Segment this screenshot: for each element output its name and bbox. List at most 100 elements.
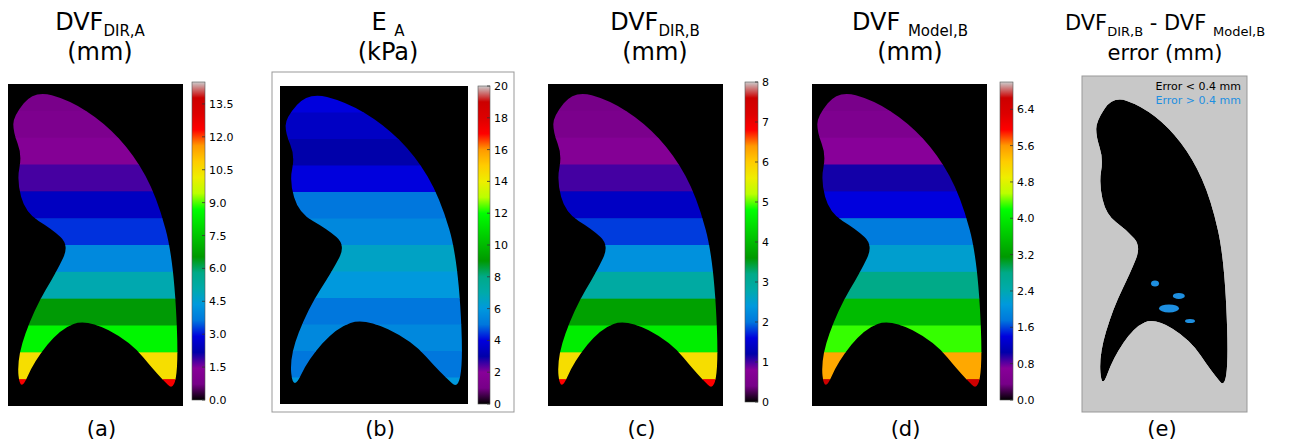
panel-unit: (kPa) [358,38,419,66]
lung-band [8,218,183,245]
lung-band [280,325,468,352]
lung-band [548,379,723,406]
panel-title: DVFDIR,B [610,8,700,40]
colorbar-tick-label: 0.0 [1017,394,1035,407]
lung-band [280,272,468,299]
lung-band [280,378,468,405]
colorbar [1000,82,1013,400]
colorbar-tick [487,372,490,373]
panel-caption: (e) [1147,417,1176,441]
colorbar [745,82,758,402]
lung-band [280,245,468,272]
lung-band [812,138,987,165]
panel-title: DVFDIR,B - DVF Model,B [1065,11,1265,39]
lung-band [548,111,723,138]
panel-unit: (mm) [67,38,132,66]
colorbar-tick-label: 16 [494,144,508,157]
colorbar-tick [202,103,205,104]
colorbar-tick [487,117,490,118]
colorbar-tick-label: 4.8 [1017,176,1035,189]
colorbar-tick-label: 5.6 [1017,140,1035,153]
colorbar-tick [202,169,205,170]
lung-band [812,191,987,218]
colorbar-tick [202,268,205,269]
colorbar-tick-label: 2.4 [1017,285,1035,298]
colorbar [478,86,490,404]
lung-band [548,352,723,379]
lung-band [812,245,987,272]
lung-band [812,165,987,192]
colorbar-tick [202,136,205,137]
lung-band [812,272,987,299]
colorbar-tick [1010,109,1013,110]
colorbar-tick [487,245,490,246]
colorbar-tick-label: 0.0 [209,394,227,407]
lung-band [8,84,183,111]
colorbar-tick [1010,218,1013,219]
legend-entry: Error < 0.4 mm [1156,80,1241,93]
title-subscript: DIR,B [1107,24,1143,39]
panel-frame [1082,76,1247,412]
colorbar-tick [1010,400,1013,401]
lung-map [548,84,723,407]
colorbar-tick [202,301,205,302]
lung-band [548,245,723,272]
colorbar-tick [755,402,758,403]
colorbar-tick-label: 1.6 [1017,321,1035,334]
colorbar-tick-label: 7.5 [209,230,227,243]
colorbar-tick [755,122,758,123]
colorbar-tick [1010,254,1013,255]
panel-title: DVF Model,B [852,8,968,40]
lung-band [280,298,468,325]
colorbar-tick [755,322,758,323]
colorbar-tick-label: 6.4 [1017,103,1035,116]
colorbar-tick [202,400,205,401]
figure: DVFDIR,A(mm)0.01.53.04.56.07.59.010.512.… [0,0,1315,443]
colorbar-tick [1010,290,1013,291]
panel-caption: (c) [628,417,656,441]
lung-band [548,191,723,218]
colorbar-tick [755,82,758,83]
lung-band [280,113,468,140]
colorbar-tick-label: 12.0 [209,131,234,144]
lung-band [8,299,183,326]
colorbar-tick [487,86,490,87]
colorbar-tick-label: 7 [762,116,769,129]
colorbar-tick [487,149,490,150]
lung-band [8,272,183,299]
title-subscript: Model,B [1213,24,1265,39]
colorbar-tick [487,276,490,277]
lung-band [812,299,987,326]
colorbar-tick-label: 0 [494,398,501,411]
colorbar-tick-label: 6.0 [209,262,227,275]
colorbar-tick-label: 4.5 [209,295,227,308]
title-text: DVF [55,8,103,36]
colorbar-tick [487,181,490,182]
lung-map [280,86,468,405]
colorbar-tick-label: 2 [762,316,769,329]
legend-entry: Error > 0.4 mm [1156,94,1241,107]
lung-high-error [1151,280,1159,286]
colorbar-tick-label: 8 [494,271,501,284]
lung-band [548,218,723,245]
colorbar-tick-label: 18 [494,112,508,125]
colorbar-tick [1010,145,1013,146]
lung-map [8,84,183,407]
lung-band [548,138,723,165]
colorbar-tick-label: 6 [762,156,769,169]
colorbar-tick-label: 6 [494,303,501,316]
lung-band [280,166,468,193]
colorbar-tick-label: 14 [494,175,508,188]
lung-band [280,192,468,219]
image-background [8,84,183,406]
panel-unit: error (mm) [1108,41,1223,65]
colorbar-tick [202,367,205,368]
lung-low-error [1096,100,1227,384]
colorbar-tick [755,282,758,283]
colorbar-tick-label: 12 [494,207,508,220]
colorbar-tick-label: 0.8 [1017,358,1035,371]
image-background [280,86,468,404]
lung-band [548,272,723,299]
colorbar-tick-label: 4 [494,334,501,347]
lung-band [812,379,987,406]
